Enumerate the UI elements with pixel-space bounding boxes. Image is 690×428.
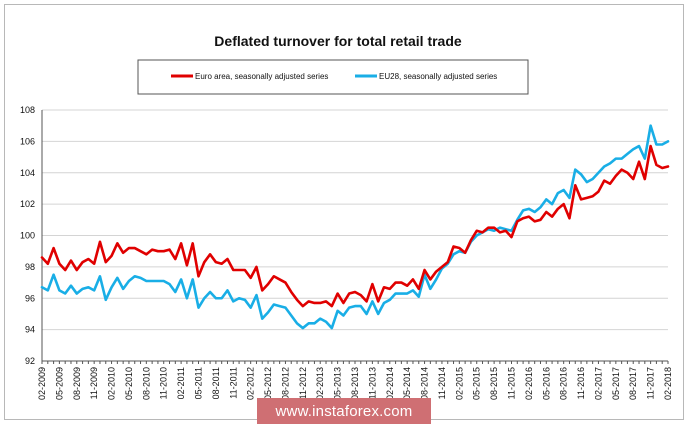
x-tick-label: 11-2014: [437, 367, 447, 399]
x-tick-label: 08-2016: [559, 367, 569, 400]
x-tick-label: 05-2017: [611, 367, 621, 400]
x-tick-label: 05-2011: [194, 367, 204, 399]
y-tick-label: 100: [20, 231, 35, 241]
x-tick-label: 02-2015: [454, 367, 464, 400]
x-tick-label: 02-2017: [593, 367, 603, 400]
x-tick-label: 11-2012: [298, 367, 308, 399]
x-tick-label: 02-2012: [246, 367, 256, 400]
x-tick-label: 05-2010: [124, 367, 134, 400]
x-tick-label: 02-2010: [107, 367, 117, 400]
x-axis-ticks: 02-2009 05-2009 08-2009 11-2009 02-2010 05-20…: [37, 361, 673, 400]
y-tick-label: 98: [25, 262, 35, 272]
x-tick-label: 05-2014: [402, 367, 412, 400]
y-tick-label: 108: [20, 105, 35, 115]
y-tick-label: 94: [25, 325, 35, 335]
y-tick-label: 92: [25, 356, 35, 366]
series-line-euro-area: [40, 144, 670, 308]
x-tick-label: 11-2015: [507, 367, 517, 399]
chart-title: Deflated turnover for total retail trade: [214, 33, 462, 49]
y-tick-label: 102: [20, 199, 35, 209]
x-tick-label: 11-2013: [367, 367, 377, 399]
x-tick-label: 05-2013: [333, 367, 343, 400]
x-tick-label: 02-2014: [385, 367, 395, 400]
x-tick-label: 02-2011: [176, 367, 186, 399]
x-tick-label: 05-2016: [541, 367, 551, 400]
x-tick-label: 08-2014: [420, 367, 430, 400]
legend-label-eu28: EU28, seasonally adjusted series: [379, 72, 497, 81]
y-tick-label: 96: [25, 293, 35, 303]
x-tick-label: 08-2017: [628, 367, 638, 400]
x-tick-label: 08-2011: [211, 367, 221, 399]
x-tick-label: 02-2018: [663, 367, 673, 400]
x-tick-label: 08-2013: [350, 367, 360, 400]
x-tick-label: 11-2011: [228, 367, 238, 399]
x-tick-label: 11-2009: [89, 367, 99, 399]
x-tick-label: 11-2010: [159, 367, 169, 399]
x-tick-label: 08-2010: [141, 367, 151, 400]
watermark-banner: www.instaforex.com: [257, 398, 431, 424]
x-tick-label: 11-2017: [646, 367, 656, 399]
series-line-eu28: [40, 124, 670, 330]
y-axis-ticks: 92 94 96 98 100 102 104 106 108: [20, 105, 35, 366]
x-tick-label: 05-2009: [54, 367, 64, 400]
x-tick-label: 02-2013: [315, 367, 325, 400]
gridlines: [42, 109, 668, 331]
y-tick-label: 104: [20, 168, 35, 178]
x-tick-label: 05-2015: [472, 367, 482, 400]
legend-label-euro-area: Euro area, seasonally adjusted series: [195, 72, 328, 81]
y-tick-label: 106: [20, 136, 35, 146]
legend: Euro area, seasonally adjusted series EU…: [137, 59, 529, 95]
x-tick-label: 05-2012: [263, 367, 273, 400]
x-tick-label: 11-2016: [576, 367, 586, 399]
x-tick-label: 02-2009: [37, 367, 47, 400]
x-tick-label: 08-2015: [489, 367, 499, 400]
x-tick-label: 08-2012: [280, 367, 290, 400]
x-tick-label: 08-2009: [72, 367, 82, 400]
x-tick-label: 02-2016: [524, 367, 534, 400]
legend-box: [137, 59, 529, 95]
series-lines: [40, 124, 670, 330]
